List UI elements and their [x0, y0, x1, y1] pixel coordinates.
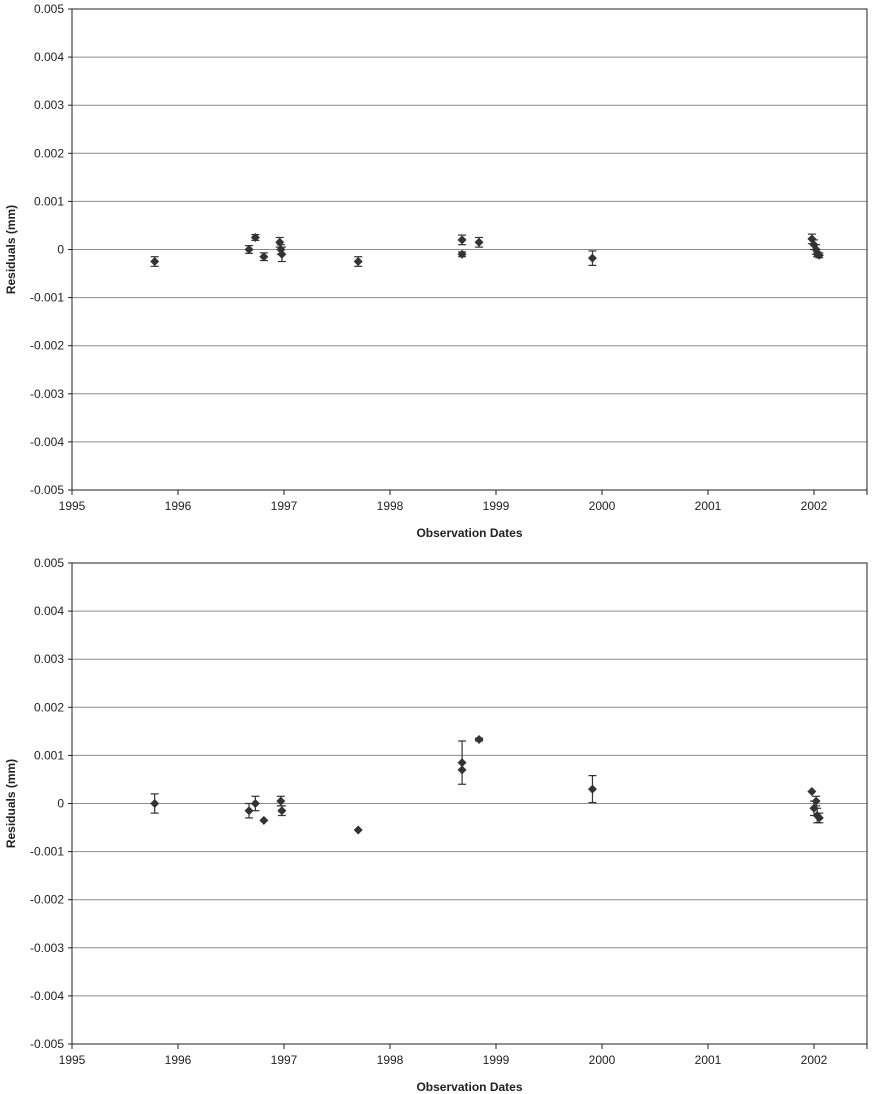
data-point — [275, 237, 285, 247]
y-tick-label: -0.001 — [30, 845, 64, 859]
x-tick-label: 2001 — [695, 1053, 722, 1067]
data-point — [457, 765, 467, 775]
y-tick-label: 0.002 — [34, 700, 64, 714]
data-point — [259, 252, 269, 262]
x-tick-label: 1999 — [483, 499, 510, 513]
x-tick-label: 2001 — [695, 499, 722, 513]
x-tick-label: 1998 — [377, 1053, 404, 1067]
data-point — [277, 249, 287, 259]
data-point — [807, 786, 817, 796]
y-tick-label: 0 — [57, 243, 64, 257]
x-axis-title: Observation Dates — [416, 526, 522, 540]
y-tick-label: -0.003 — [30, 941, 64, 955]
x-tick-label: 2002 — [801, 1053, 828, 1067]
x-tick-label: 2000 — [589, 1053, 616, 1067]
residuals-chart-top: -0.005 -0.004 -0.003 -0.002 -0.001 0 0.001 0.00… — [4, 2, 868, 540]
data-point — [277, 806, 287, 816]
data-point — [587, 253, 597, 263]
y-tick-label: 0.001 — [34, 194, 64, 208]
y-tick-label: -0.002 — [30, 893, 64, 907]
x-tick-label: 1996 — [165, 1053, 192, 1067]
y-tick-label: 0.005 — [34, 556, 64, 570]
data-point — [587, 784, 597, 794]
y-tick-label: -0.004 — [30, 989, 64, 1003]
x-tick-label: 1997 — [271, 499, 298, 513]
data-point — [244, 245, 254, 254]
data-point — [353, 825, 363, 835]
data-point — [353, 257, 363, 267]
x-tick-label: 1995 — [59, 1053, 86, 1067]
data-point — [250, 799, 260, 808]
y-tick-label: -0.005 — [30, 483, 64, 497]
y-tick-label: 0.004 — [34, 604, 64, 618]
data-point — [814, 813, 824, 823]
x-tick-label: 2002 — [801, 499, 828, 513]
data-point — [457, 235, 467, 245]
x-axis-title: Observation Dates — [416, 1080, 522, 1094]
data-point — [250, 232, 260, 242]
data-point — [150, 799, 160, 808]
y-tick-label: 0 — [57, 797, 64, 811]
y-tick-label: -0.001 — [30, 291, 64, 305]
data-point — [814, 250, 824, 260]
y-axis-title: Residuals (mm) — [4, 205, 18, 294]
y-axis-title: Residuals (mm) — [4, 759, 18, 848]
data-point — [244, 806, 254, 816]
x-tick-label: 1998 — [377, 499, 404, 513]
data-point — [150, 257, 160, 267]
data-point — [811, 796, 821, 806]
plot-frame — [71, 562, 868, 1045]
data-point — [457, 758, 467, 768]
y-tick-label: -0.004 — [30, 435, 64, 449]
residuals-chart-bottom: -0.005 -0.004 -0.003 -0.002 -0.001 0 0.001 0.00… — [4, 556, 868, 1094]
data-point — [474, 237, 484, 247]
y-tick-label: 0.005 — [34, 2, 64, 16]
plot-frame — [71, 8, 868, 491]
x-tick-label: 1996 — [165, 499, 192, 513]
x-tick-label: 1997 — [271, 1053, 298, 1067]
y-tick-label: -0.003 — [30, 387, 64, 401]
x-tick-label: 1999 — [483, 1053, 510, 1067]
data-point — [474, 735, 484, 745]
y-tick-label: 0.001 — [34, 748, 64, 762]
y-tick-label: -0.005 — [30, 1037, 64, 1051]
y-tick-label: -0.002 — [30, 339, 64, 353]
y-tick-label: 0.002 — [34, 146, 64, 160]
x-tick-label: 1995 — [59, 499, 86, 513]
y-tick-label: 0.003 — [34, 652, 64, 666]
data-point — [457, 249, 467, 259]
data-point — [276, 796, 286, 806]
x-tick-label: 2000 — [589, 499, 616, 513]
y-tick-label: 0.003 — [34, 98, 64, 112]
data-point — [259, 815, 269, 825]
y-tick-label: 0.004 — [34, 50, 64, 64]
